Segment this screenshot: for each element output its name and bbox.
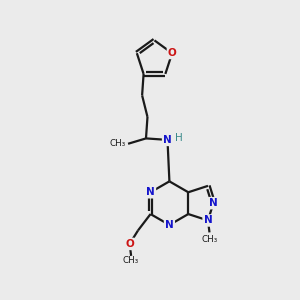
- Text: O: O: [125, 239, 134, 249]
- Text: N: N: [163, 135, 172, 145]
- Text: CH₃: CH₃: [110, 139, 126, 148]
- Text: N: N: [204, 215, 212, 226]
- Text: N: N: [165, 220, 174, 230]
- Text: N: N: [209, 198, 218, 208]
- Text: CH₃: CH₃: [201, 235, 218, 244]
- Text: CH₃: CH₃: [123, 256, 139, 265]
- Text: N: N: [146, 187, 155, 197]
- Text: H: H: [175, 133, 183, 142]
- Text: O: O: [168, 48, 176, 58]
